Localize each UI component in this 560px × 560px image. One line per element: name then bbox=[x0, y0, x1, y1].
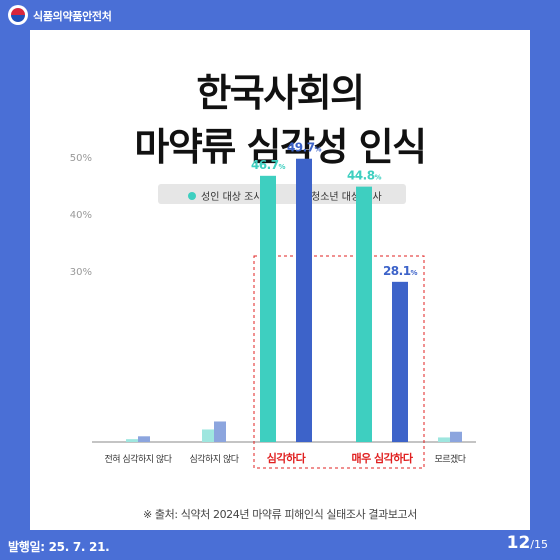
category-label: 매우 심각하다 bbox=[351, 451, 413, 465]
org-name: 식품의약품안전처 bbox=[33, 10, 112, 23]
page-title-line2: 마약류 심각성 인식 bbox=[134, 125, 427, 169]
bar-adult bbox=[202, 429, 214, 442]
y-tick-label: 30% bbox=[70, 267, 92, 278]
category-label: 심각하다 bbox=[267, 451, 307, 465]
publish-date: 발행일: 25. 7. 21. bbox=[8, 540, 110, 554]
header: 식품의약품안전처 bbox=[0, 0, 560, 30]
bar-adult bbox=[438, 437, 450, 442]
bar-adult bbox=[260, 175, 276, 442]
highlight-box bbox=[253, 255, 425, 469]
bar-youth bbox=[296, 158, 312, 442]
category-label: 전혀 심각하지 않다 bbox=[105, 453, 173, 465]
data-label: 28.1% bbox=[383, 264, 418, 278]
content-card: 한국사회의 마약류 심각성 인식 성인 대상 조사 청소년 대상 조사 bbox=[30, 30, 530, 530]
legend-label-adult: 성인 대상 조사 bbox=[201, 192, 263, 203]
category-label: 심각하지 않다 bbox=[189, 453, 239, 465]
y-tick-label: 40% bbox=[70, 210, 92, 221]
legend-label-youth: 청소년 대상 조사 bbox=[311, 192, 382, 203]
bar-youth bbox=[138, 436, 150, 442]
bar-adult bbox=[356, 186, 372, 442]
bar-chart: 30% 40% 50% 전혀 심각하지 않다 심각하지 않다 46.7%49.7% 심각하다… bbox=[70, 141, 476, 469]
category-label: 모르겠다 bbox=[434, 454, 466, 465]
y-tick-label: 50% bbox=[70, 153, 92, 164]
bar-youth bbox=[214, 421, 226, 442]
data-label: 49.7% bbox=[287, 141, 322, 155]
legend-dot-adult-icon bbox=[188, 191, 196, 200]
government-emblem-icon bbox=[8, 5, 28, 25]
bar-youth bbox=[392, 281, 408, 442]
source-note: ※ 출처: 식약처 2024년 마약류 피해인식 실태조사 결과보고서 bbox=[142, 508, 418, 521]
page-current: 12 bbox=[506, 533, 531, 553]
legend-item-adult: 성인 대상 조사 bbox=[188, 188, 263, 203]
data-label: 44.8% bbox=[347, 169, 382, 183]
bar-youth bbox=[450, 431, 462, 442]
data-label: 46.7% bbox=[251, 158, 286, 172]
page-total: /15 bbox=[530, 538, 548, 551]
bar-adult bbox=[126, 439, 138, 442]
page-title-line1: 한국사회의 bbox=[196, 71, 365, 115]
page-indicator: 12/15 bbox=[507, 533, 548, 553]
